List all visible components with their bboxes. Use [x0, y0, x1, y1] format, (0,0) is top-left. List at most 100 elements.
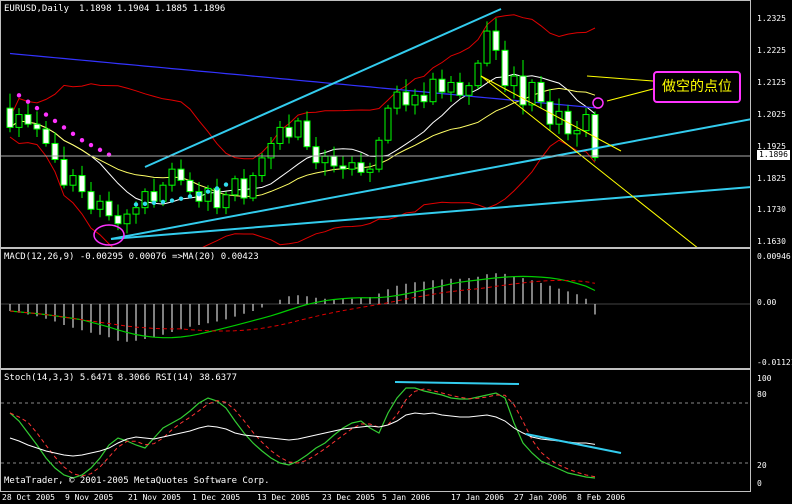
price-header: EURUSD,Daily [4, 4, 70, 14]
price-chart-svg [1, 8, 750, 247]
annotation-pointer-1 [586, 75, 654, 82]
candle-bear [60, 159, 68, 186]
time-axis-tick: 28 Oct 2005 [2, 493, 55, 502]
candle-bear [402, 91, 410, 106]
stoch-axis-tick: 80 [757, 390, 767, 399]
candle-bull [465, 85, 473, 96]
candle-bear [285, 126, 293, 138]
current-price-box: 1.1896 [757, 150, 790, 160]
candle-bull [132, 207, 140, 215]
parabolic-sar-dot [205, 189, 211, 194]
parabolic-sar-dot [169, 198, 175, 203]
entry-highlight-circle [592, 97, 604, 109]
moving-average-long [9, 52, 596, 109]
candle-bear [213, 187, 221, 209]
macd-signal-line [9, 275, 596, 339]
short-entry-annotation: 做空的点位 [653, 71, 741, 103]
candle-bear [186, 179, 194, 193]
candle-bear [114, 215, 122, 225]
candle-bull [123, 213, 131, 225]
candle-bull [276, 126, 284, 144]
candle-bull [141, 191, 149, 209]
annotation-pointer-2 [606, 88, 654, 102]
parabolic-sar-dot [133, 202, 139, 207]
price-axis-tick: 1.2225 [757, 45, 786, 55]
price-axis-tick: 1.1730 [757, 204, 786, 214]
candle-bull [69, 175, 77, 186]
candle-bull [528, 81, 536, 106]
price-axis-tick: 1.2025 [757, 110, 786, 120]
candle-bear [42, 128, 50, 144]
candle-bear [150, 191, 158, 202]
time-axis-tick: 27 Jan 2006 [514, 493, 567, 502]
low-highlight-circle [93, 224, 125, 246]
parabolic-sar-dot [214, 186, 220, 191]
time-axis-tick: 13 Dec 2005 [257, 493, 310, 502]
candle-bear [78, 175, 86, 193]
trend-line-lower [110, 186, 750, 240]
parabolic-sar-dot [178, 196, 184, 201]
candle-bear [438, 78, 446, 93]
macd-pane[interactable]: MACD(12,26,9) -0.00295 0.00076 =>MA(20) … [0, 248, 751, 369]
candle-bull [168, 168, 176, 186]
parabolic-sar-dot [187, 194, 193, 199]
candle-bear [591, 114, 599, 159]
candle-bull [429, 78, 437, 103]
candle-bull [582, 114, 590, 132]
candle-bull [447, 81, 455, 93]
stoch-axis-tick: 0 [757, 479, 762, 488]
time-axis-tick: 21 Nov 2005 [128, 493, 181, 502]
parabolic-sar-dot [196, 191, 202, 197]
candle-bull [249, 175, 257, 199]
price-axis-tick: 1.2325 [757, 13, 786, 23]
candle-bear [105, 200, 113, 217]
price-axis-tick: 1.1825 [757, 174, 786, 184]
time-axis-tick: 5 Jan 2006 [382, 493, 431, 502]
candle-bull [231, 178, 239, 196]
rsi-trend-line [525, 433, 622, 454]
macd-axis-tick: 0.00 [757, 298, 777, 307]
candle-bear [537, 81, 545, 103]
macd-axis-tick: -0.01121 [757, 358, 792, 367]
candle-bear [492, 30, 500, 51]
channel-support-line [110, 118, 750, 240]
stoch-chart-svg [1, 381, 750, 479]
candle-bull [294, 120, 302, 138]
candle-bear [240, 178, 248, 199]
candle-bear [330, 155, 338, 167]
parabolic-sar-dot [160, 199, 166, 205]
candle-bull [393, 91, 401, 109]
candle-bull [474, 62, 482, 87]
candle-bear [303, 120, 311, 148]
moving-average-10 [9, 73, 596, 205]
down-channel-lower [480, 75, 622, 152]
candle-bull [510, 75, 518, 87]
price-axis-tick: 1.1925 [757, 142, 786, 152]
price-axis-tick: 1.2125 [757, 78, 786, 88]
stoch-header: Stoch(14,3,3) 5.6471 8.3066 RSI(14) 38.6… [4, 373, 237, 383]
parabolic-sar-dot [52, 118, 58, 124]
parabolic-sar-dot [61, 125, 67, 130]
price-pane[interactable]: EURUSD,Daily 1.1898 1.1904 1.1885 1.1896… [0, 0, 751, 248]
candle-bull [96, 200, 104, 210]
stoch-top-trend-line [394, 381, 520, 385]
candle-bull [15, 114, 23, 128]
time-axis-tick: 23 Dec 2005 [322, 493, 375, 502]
parabolic-sar-dot [223, 182, 229, 187]
candle-bear [312, 146, 320, 164]
stoch-axis-tick: 20 [757, 461, 767, 470]
down-channel-upper [480, 75, 698, 247]
candle-bull [204, 187, 212, 202]
macd-ma20-line [9, 279, 596, 332]
candle-bear [33, 123, 41, 130]
macd-axis-tick: 0.00946 [757, 252, 791, 261]
parabolic-sar-dot [79, 138, 85, 143]
stoch-pane[interactable]: Stoch(14,3,3) 5.6471 8.3066 RSI(14) 38.6… [0, 369, 751, 492]
time-axis-tick: 9 Nov 2005 [65, 493, 114, 502]
parabolic-sar-dot [97, 147, 103, 153]
candle-bear [51, 142, 59, 161]
candle-bull [483, 30, 491, 64]
parabolic-sar-dot [43, 112, 49, 117]
stoch-axis-tick: 100 [757, 374, 772, 383]
